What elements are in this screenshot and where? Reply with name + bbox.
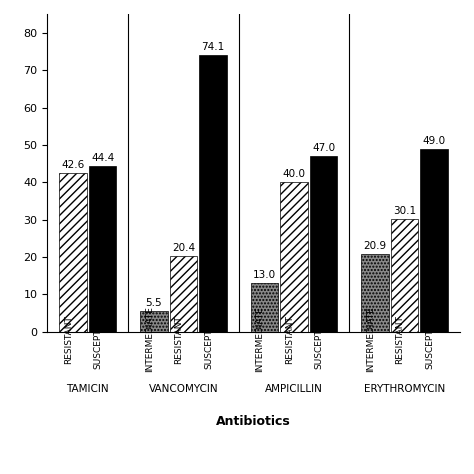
- Text: SUSCEPTIBLE: SUSCEPTIBLE: [425, 309, 434, 369]
- Text: SUSCEPTIBLE: SUSCEPTIBLE: [204, 309, 213, 369]
- Text: 49.0: 49.0: [422, 136, 446, 146]
- Text: 5.5: 5.5: [146, 298, 162, 308]
- Bar: [200, 55, 227, 332]
- X-axis label: Antibiotics: Antibiotics: [216, 415, 291, 428]
- Bar: [89, 166, 117, 332]
- Text: RESISTANT: RESISTANT: [285, 315, 294, 364]
- Text: ERYTHROMYCIN: ERYTHROMYCIN: [364, 384, 445, 394]
- Bar: [310, 156, 337, 332]
- Text: AMPICILLIN: AMPICILLIN: [265, 384, 323, 394]
- Text: INTERMEDIATE: INTERMEDIATE: [366, 306, 375, 372]
- Text: 30.1: 30.1: [393, 206, 416, 216]
- Text: INTERMEDIATE: INTERMEDIATE: [255, 306, 264, 372]
- Text: 44.4: 44.4: [91, 153, 114, 163]
- Bar: [420, 149, 448, 332]
- Text: 74.1: 74.1: [201, 42, 225, 52]
- Text: 20.9: 20.9: [364, 241, 386, 251]
- Text: RESISTANT: RESISTANT: [174, 315, 183, 364]
- Text: 47.0: 47.0: [312, 143, 335, 153]
- Bar: [391, 219, 419, 332]
- Bar: [59, 173, 87, 332]
- Text: INTERMEDIATE: INTERMEDIATE: [145, 306, 154, 372]
- Text: RESISTANT: RESISTANT: [395, 315, 404, 364]
- Text: RESISTANT: RESISTANT: [64, 315, 73, 364]
- Text: 20.4: 20.4: [172, 243, 195, 253]
- Text: SUSCEPTIBLE: SUSCEPTIBLE: [315, 309, 324, 369]
- Bar: [170, 255, 197, 332]
- Text: VANCOMYCIN: VANCOMYCIN: [149, 384, 219, 394]
- Text: 40.0: 40.0: [283, 169, 306, 179]
- Text: TAMICIN: TAMICIN: [66, 384, 109, 394]
- Bar: [361, 254, 389, 332]
- Bar: [280, 182, 308, 332]
- Text: 42.6: 42.6: [62, 160, 85, 170]
- Bar: [140, 311, 168, 332]
- Bar: [251, 283, 278, 332]
- Text: SUSCEPTIBLE: SUSCEPTIBLE: [94, 309, 103, 369]
- Text: 13.0: 13.0: [253, 270, 276, 280]
